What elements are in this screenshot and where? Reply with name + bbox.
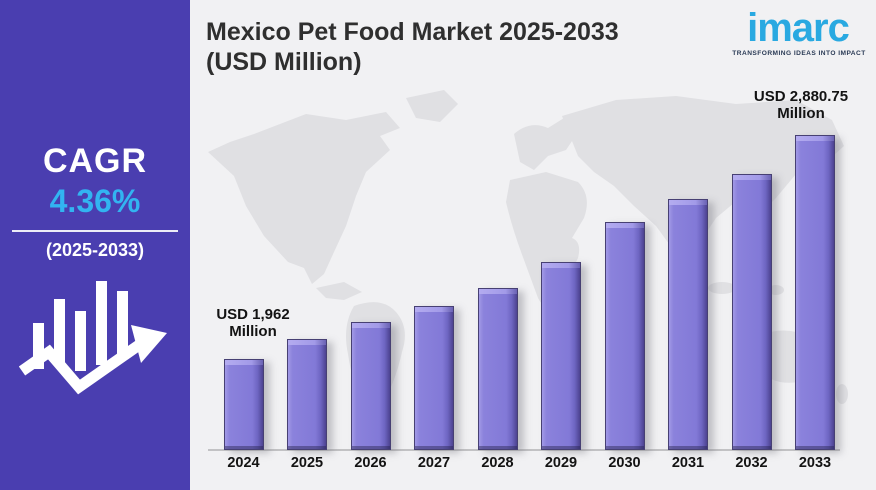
bars-container: 2024 2025 2026 2027 2028 2029 2030 2031 2032 2033 [190, 0, 876, 490]
chart-title: Mexico Pet Food Market 2025-2033 (USD Mi… [206, 18, 726, 77]
x-tick-2028: 2028 [481, 455, 514, 471]
logo-tagline-row: TRANSFORMING IDEAS INTO IMPACT [732, 50, 866, 57]
bar-2032 [731, 174, 772, 450]
value-label-2033-line2: Million [777, 105, 825, 123]
cagr-period: (2025-2033) [45, 240, 145, 260]
bar-2029 [541, 262, 581, 450]
value-label-2024: USD 1,962 Million [198, 306, 308, 341]
chart-area: Mexico Pet Food Market 2025-2033 (USD Mi… [190, 0, 876, 490]
x-tick-2030: 2030 [608, 455, 641, 471]
x-tick-2027: 2027 [417, 455, 451, 471]
value-label-2024-line2: Million [229, 323, 277, 341]
x-tick-2031: 2031 [671, 455, 705, 471]
x-tick-2025: 2025 [290, 455, 324, 471]
x-axis-line [208, 449, 840, 451]
x-tick-2033: 2033 [798, 455, 832, 471]
value-label-2033-line1: USD 2,880.75 [753, 88, 849, 105]
bar-2027 [414, 306, 454, 450]
x-tick-2029: 2029 [544, 455, 578, 471]
bar-2028 [477, 288, 518, 450]
imarc-logo: imarc TRANSFORMING IDEAS INTO IMPACT [732, 6, 866, 57]
bar-2024 [223, 359, 264, 450]
x-tick-2026: 2026 [354, 455, 387, 471]
value-label-2033: USD 2,880.75 Million [742, 88, 860, 123]
x-tick-2024: 2024 [227, 455, 260, 471]
value-label-2024-line1: USD 1,962 [216, 306, 290, 323]
cagr-panel: CAGR 4.36% (2025-2033) [0, 0, 190, 490]
bar-2031 [668, 199, 708, 450]
cagr-divider [12, 230, 178, 232]
bar-2025 [287, 339, 327, 450]
chart-title-line1: Mexico Pet Food Market 2025-2033 [206, 18, 619, 46]
cagr-value: 4.36% [49, 183, 141, 219]
bar-2026 [350, 322, 391, 450]
imarc-wordmark: imarc [747, 6, 850, 50]
bar-2033 [795, 135, 835, 450]
growth-arrow-icon [19, 281, 167, 395]
x-tick-2032: 2032 [735, 455, 768, 471]
chart-title-line2: (USD Million) [206, 47, 362, 76]
logo-tagline: TRANSFORMING IDEAS INTO IMPACT [732, 50, 866, 57]
cagr-label: CAGR [42, 142, 148, 180]
bar-2030 [604, 222, 645, 450]
